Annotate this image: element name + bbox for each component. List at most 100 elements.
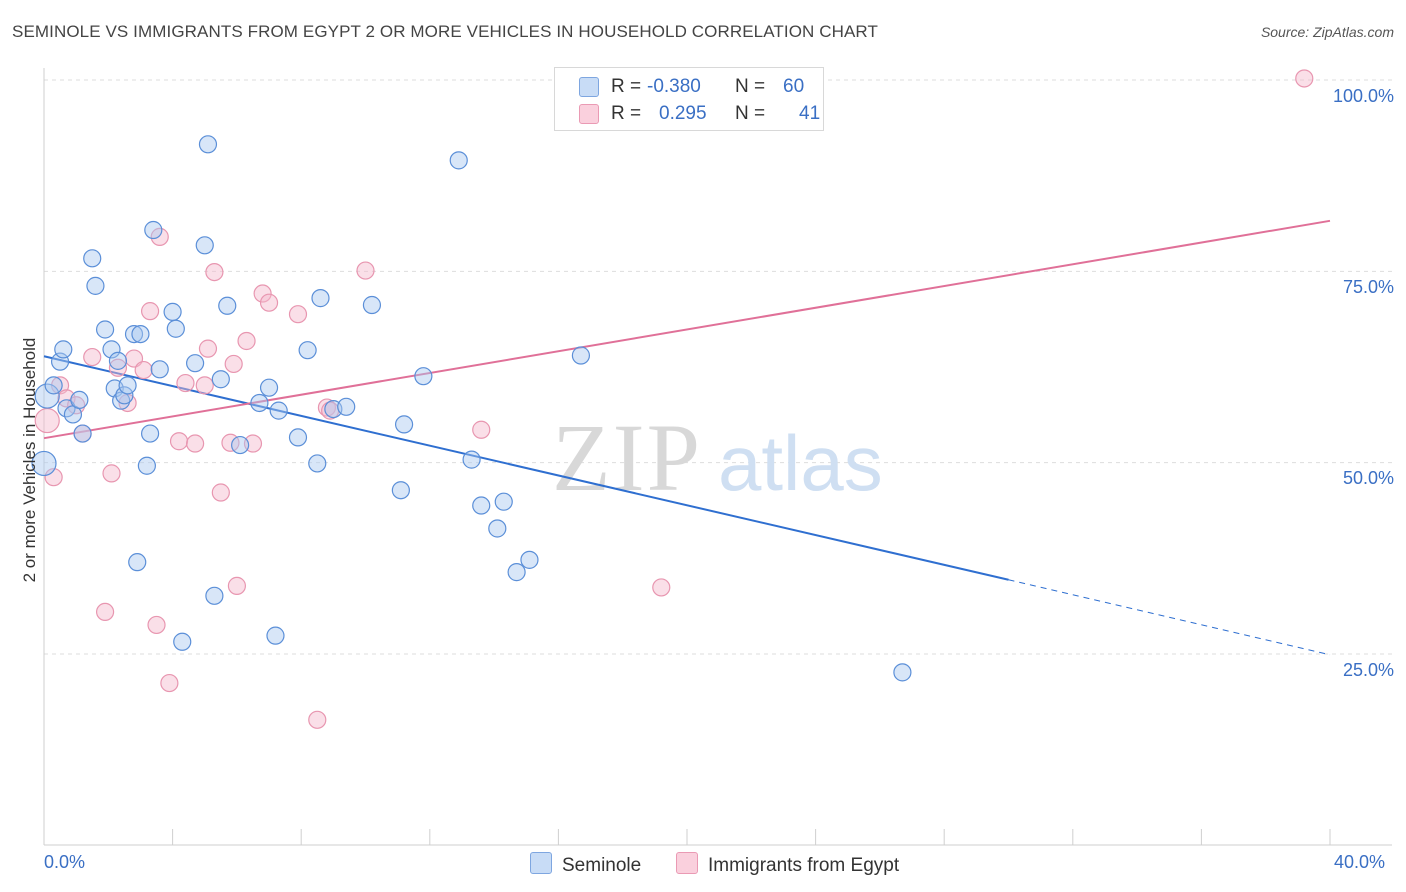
point-seminole-8 [73, 424, 92, 443]
legend-swatch-egypt [676, 852, 698, 874]
point-egypt-18 [176, 373, 195, 393]
point-seminole-53 [494, 492, 513, 511]
point-egypt-26 [227, 576, 246, 595]
point-egypt-37 [652, 578, 671, 597]
point-seminole-40 [298, 341, 317, 360]
chart-title: SEMINOLE VS IMMIGRANTS FROM EGYPT 2 OR M… [12, 22, 878, 41]
point-egypt-19 [186, 434, 205, 453]
chart-source: Source: ZipAtlas.com [1260, 24, 1394, 40]
data-points [31, 69, 1314, 729]
point-seminole-49 [449, 151, 468, 170]
point-egypt-21 [198, 339, 218, 358]
point-egypt-14 [147, 615, 166, 635]
point-seminole-28 [186, 354, 205, 373]
point-egypt-15 [150, 227, 169, 246]
legend-n-value: 41 [799, 103, 821, 124]
legend-n-label: N = [735, 103, 766, 124]
point-seminole-35 [250, 393, 269, 413]
stats-legend: R = -0.380 N = 60 R = 0.295 N = 41 [554, 67, 824, 131]
point-seminole-51 [472, 496, 491, 515]
point-seminole-2 [44, 376, 63, 395]
legend-n-label: N = [735, 76, 766, 97]
legend-item-egypt: Immigrants from Egypt [676, 852, 899, 877]
point-egypt-16 [160, 673, 179, 693]
point-seminole-29 [195, 236, 214, 255]
legend-label-seminole: Seminole [562, 855, 642, 876]
point-egypt-22 [205, 262, 224, 282]
y-tick-50: 50.0% [1342, 468, 1394, 488]
point-seminole-4 [54, 340, 73, 359]
x-tick-max: 40.0% [1334, 852, 1386, 872]
point-egypt-6 [83, 347, 102, 367]
point-seminole-30 [198, 135, 218, 154]
point-seminole-27 [173, 632, 192, 651]
legend-item-seminole: Seminole [530, 852, 641, 877]
y-tick-100: 100.0% [1332, 86, 1394, 106]
point-seminole-42 [311, 289, 330, 308]
point-egypt-25 [224, 354, 243, 374]
point-egypt-30 [259, 293, 279, 312]
point-seminole-33 [218, 296, 237, 315]
point-seminole-23 [144, 220, 163, 240]
point-seminole-7 [70, 390, 89, 410]
point-egypt-32 [308, 710, 327, 729]
point-egypt-8 [102, 464, 121, 483]
point-egypt-29 [253, 284, 272, 303]
point-seminole-14 [108, 351, 128, 370]
point-egypt-17 [169, 432, 189, 451]
point-seminole-44 [337, 397, 356, 416]
watermark-zip: ZIP [552, 404, 702, 511]
point-egypt-31 [288, 305, 308, 324]
point-seminole-16 [115, 386, 134, 405]
legend-r-value: -0.380 [647, 76, 701, 97]
point-seminole-32 [211, 370, 230, 389]
point-seminole-1 [34, 383, 60, 409]
point-seminole-54 [507, 563, 526, 582]
legend-label-egypt: Immigrants from Egypt [708, 855, 900, 876]
x-tick-min: 0.0% [44, 852, 86, 872]
trend-line-egypt [43, 219, 1331, 440]
point-egypt-27 [237, 331, 256, 351]
point-seminole-25 [163, 302, 182, 321]
legend-r-label: R = [611, 76, 642, 97]
point-seminole-36 [259, 378, 279, 397]
point-seminole-31 [205, 586, 224, 605]
y-tick-75: 75.0% [1342, 277, 1394, 297]
trend-line-extension [1008, 579, 1331, 656]
point-seminole-46 [391, 481, 410, 500]
point-egypt-20 [195, 376, 214, 395]
point-egypt-35 [356, 261, 375, 280]
point-egypt-1 [44, 468, 63, 487]
point-seminole-56 [571, 346, 591, 365]
legend-r-label: R = [611, 103, 642, 124]
watermark-atlas: atlas [718, 419, 883, 507]
point-seminole-15 [112, 391, 131, 410]
point-seminole-37 [266, 626, 285, 645]
legend-swatch-egypt [579, 104, 599, 124]
point-seminole-19 [128, 553, 147, 572]
point-seminole-38 [269, 401, 288, 420]
point-seminole-52 [488, 519, 507, 538]
point-egypt-33 [317, 398, 337, 417]
point-seminole-10 [86, 276, 105, 295]
point-seminole-18 [124, 324, 144, 344]
point-seminole-22 [140, 424, 160, 443]
point-egypt-36 [472, 420, 491, 439]
axes [43, 68, 1392, 846]
point-seminole-12 [102, 340, 121, 359]
point-seminole-34 [231, 435, 250, 455]
point-egypt-38 [1295, 69, 1314, 88]
point-egypt-23 [211, 483, 230, 502]
legend-swatch-seminole [530, 852, 552, 874]
point-seminole-41 [308, 454, 327, 473]
point-seminole-57 [893, 663, 912, 682]
point-egypt-13 [140, 302, 160, 321]
point-seminole-21 [137, 456, 156, 475]
point-seminole-47 [394, 415, 414, 434]
point-egypt-12 [134, 360, 153, 380]
grid-lines [44, 79, 1392, 655]
point-seminole-24 [150, 360, 169, 379]
y-tick-25: 25.0% [1342, 660, 1394, 680]
point-seminole-17 [118, 376, 137, 395]
